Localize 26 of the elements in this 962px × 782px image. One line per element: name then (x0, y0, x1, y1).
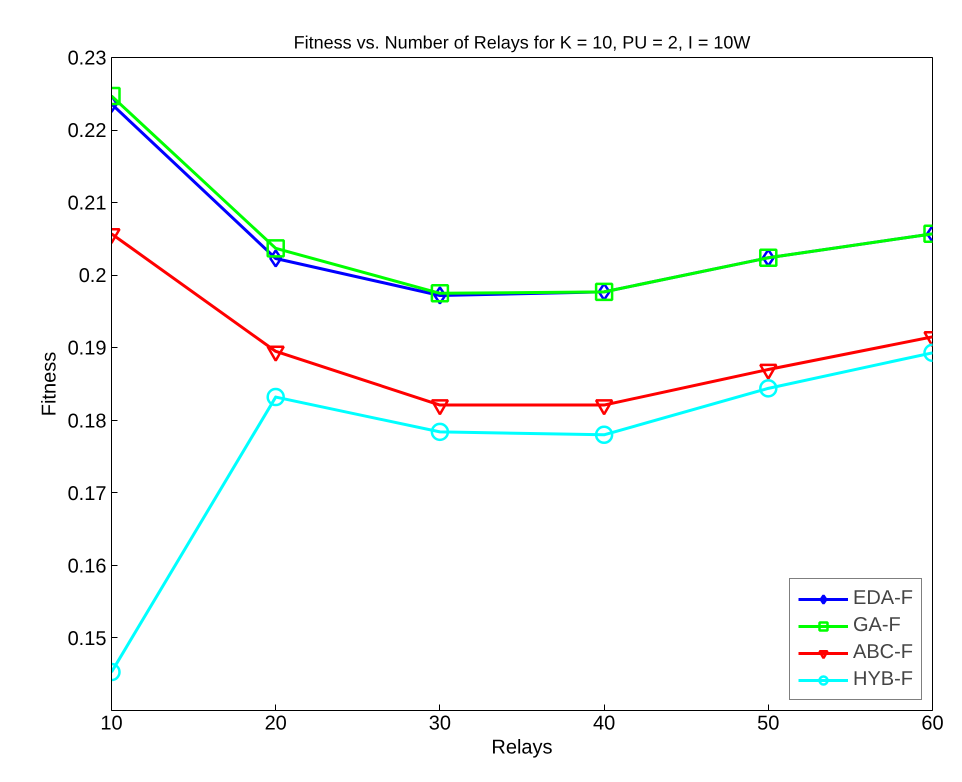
y-tick-label: 0.19 (68, 338, 107, 360)
y-tick-label: 0.16 (68, 555, 107, 578)
x-tick-label: 10 (100, 712, 123, 734)
x-tick-label: 30 (428, 712, 452, 734)
y-tick-label: 0.15 (68, 628, 107, 650)
legend-label: ABC-F (853, 641, 913, 664)
point (594, 282, 614, 302)
x-tick-label: 50 (757, 712, 780, 734)
y-axis-title: Fitness (38, 352, 61, 416)
y-tick-label: 0.22 (68, 120, 107, 142)
x-tick-label: 40 (592, 712, 616, 734)
point (430, 422, 450, 442)
y-tick-label: 0.21 (68, 192, 107, 215)
y-tick-label: 0.23 (68, 48, 107, 70)
y-tick-label: 0.17 (68, 482, 107, 505)
legend-label: HYB-F (853, 668, 913, 691)
x-tick-label: 60 (921, 712, 944, 734)
legend-label: EDA-F (853, 587, 913, 610)
y-tick-label: 0.2 (78, 265, 107, 288)
x-axis-title: Relays (491, 736, 553, 758)
chart-title: Fitness vs. Number of Relays for K = 10, PU = 2, I = 10W (294, 32, 750, 52)
x-tick-label: 20 (264, 712, 287, 734)
y-tick-label: 0.18 (68, 410, 107, 432)
legend-label: GA-F (853, 614, 901, 637)
point (430, 284, 450, 303)
point (594, 426, 614, 444)
